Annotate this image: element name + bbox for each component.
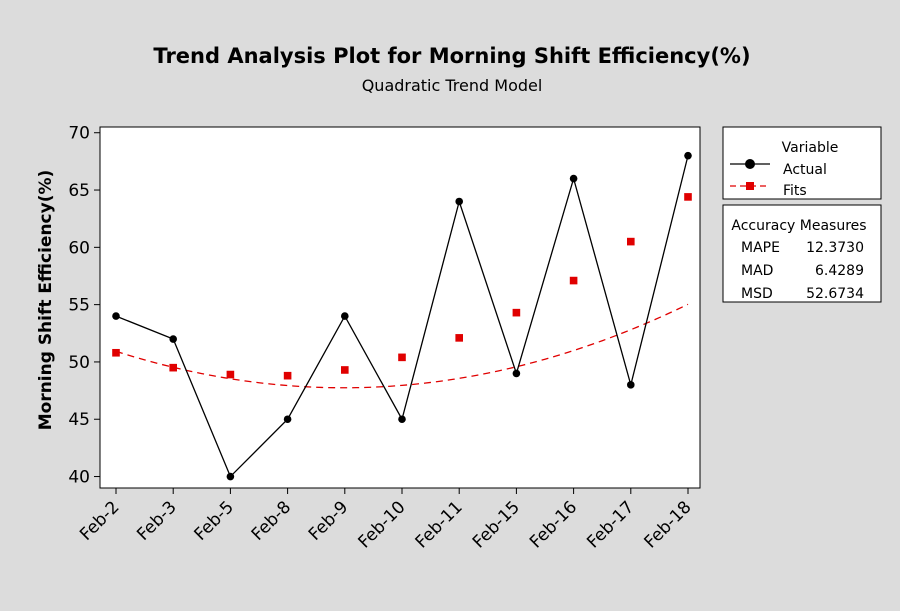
accuracy-msd-value: 52.6734 bbox=[806, 286, 864, 302]
y-tick-label: 55 bbox=[68, 296, 90, 316]
actual-point bbox=[684, 151, 692, 160]
fits-point bbox=[169, 363, 177, 372]
accuracy-mape-label: MAPE bbox=[741, 240, 780, 256]
x-axis: Feb-2 Feb-3 Feb-5 Feb-8 Feb-9 Feb-10 Feb-11 Feb… bbox=[76, 488, 696, 552]
actual-point bbox=[283, 415, 292, 424]
fits-point bbox=[684, 193, 692, 201]
actual-point bbox=[226, 472, 235, 481]
y-axis: 40 45 50 55 60 65 70 bbox=[68, 124, 100, 488]
trend-curve bbox=[115, 303, 689, 389]
fits-point bbox=[627, 237, 635, 246]
y-tick-label: 45 bbox=[68, 410, 90, 430]
legend: Variable Actual Fits bbox=[722, 126, 882, 200]
fits-point bbox=[112, 348, 120, 357]
y-tick-label: 50 bbox=[68, 353, 90, 373]
actual-point bbox=[341, 312, 349, 320]
fits-point bbox=[226, 370, 235, 379]
accuracy-mad-label: MAD bbox=[741, 263, 773, 279]
fits-point bbox=[283, 371, 292, 380]
y-axis-label: Morning Shift Efficiency(%) bbox=[36, 170, 56, 431]
accuracy-measures: Accuracy Measures MAPE 12.3730 MAD 6.428… bbox=[722, 204, 882, 303]
actual-point bbox=[569, 174, 578, 183]
fits-trend-line bbox=[115, 303, 689, 389]
x-tick-label: Feb-5 bbox=[191, 497, 238, 544]
y-tick-label: 70 bbox=[68, 124, 90, 144]
legend-fits-marker bbox=[746, 182, 754, 190]
actual-point bbox=[398, 415, 406, 424]
x-tick-label: Feb-10 bbox=[354, 497, 409, 552]
accuracy-box bbox=[722, 204, 882, 303]
y-tick-label: 60 bbox=[68, 238, 90, 258]
fits-point bbox=[341, 366, 349, 374]
plot-area bbox=[99, 126, 701, 489]
x-tick-label: Feb-11 bbox=[412, 497, 467, 552]
x-tick-label: Feb-16 bbox=[526, 497, 581, 552]
fits-point bbox=[398, 353, 406, 362]
legend-actual-marker bbox=[745, 159, 755, 169]
chart-subtitle: Quadratic Trend Model bbox=[362, 76, 543, 95]
fits-point bbox=[455, 334, 463, 342]
actual-point bbox=[169, 335, 177, 343]
legend-fits-label: Fits bbox=[783, 183, 807, 199]
series-layer bbox=[112, 151, 692, 481]
chart-title: Trend Analysis Plot for Morning Shift Ef… bbox=[153, 44, 750, 68]
accuracy-msd-label: MSD bbox=[741, 286, 773, 302]
y-tick-label: 40 bbox=[68, 468, 90, 488]
y-tick-label: 65 bbox=[68, 181, 90, 201]
legend-title: Variable bbox=[782, 140, 839, 156]
x-tick-label: Feb-15 bbox=[469, 497, 524, 552]
accuracy-mad-value: 6.4289 bbox=[815, 263, 864, 279]
x-tick-label: Feb-8 bbox=[248, 497, 295, 544]
x-tick-label: Feb-18 bbox=[640, 497, 695, 552]
actual-point bbox=[627, 381, 635, 389]
actual-point bbox=[112, 312, 120, 320]
fits-point bbox=[512, 308, 521, 317]
accuracy-mape-value: 12.3730 bbox=[806, 240, 864, 256]
actual-point bbox=[455, 197, 464, 206]
fits-point bbox=[569, 276, 578, 285]
x-tick-label: Feb-17 bbox=[583, 497, 638, 552]
accuracy-title: Accuracy Measures bbox=[731, 218, 866, 234]
legend-actual-label: Actual bbox=[783, 162, 827, 178]
x-tick-label: Feb-3 bbox=[133, 497, 180, 544]
x-tick-label: Feb-9 bbox=[305, 497, 352, 544]
x-tick-label: Feb-2 bbox=[76, 497, 123, 544]
actual-point bbox=[512, 369, 521, 378]
